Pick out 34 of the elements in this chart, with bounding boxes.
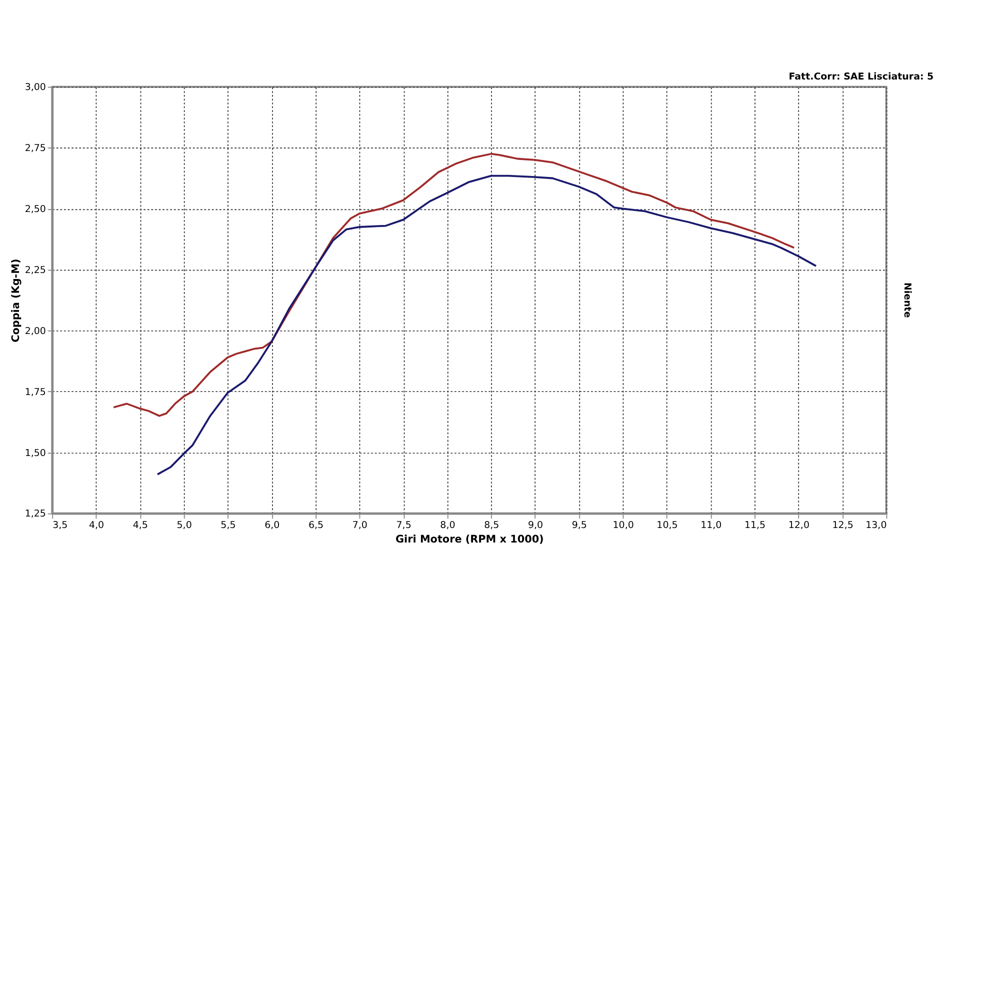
x-tick-label: 12,5 (832, 520, 854, 532)
text: Fatt.Corr: SAE Lisciatura: 5 (788, 71, 934, 82)
y-tick-label: 2,25 (24, 264, 46, 276)
y-tick-label: 2,00 (24, 326, 46, 337)
x-tick-label: 11,5 (744, 520, 766, 532)
x-tick-label: 10,0 (612, 520, 634, 532)
x-tick-label: 5,0 (176, 520, 192, 532)
y-tick-label: 1,75 (24, 386, 46, 398)
x-tick-label: 5,5 (220, 520, 236, 532)
y-tick-label: 2,75 (24, 143, 46, 154)
x-tick-label: 4,5 (132, 520, 148, 532)
x-tick-label: 8,0 (440, 520, 456, 532)
x-tick-label: 4,0 (88, 520, 104, 532)
y-axis-title: Coppia (Kg-M) (10, 258, 22, 342)
x-tick-label: 13,0 (866, 520, 887, 532)
x-tick-label: 9,5 (572, 520, 587, 532)
x-tick-label: 6,0 (264, 520, 280, 532)
x-tick-label: 10,5 (656, 520, 678, 532)
x-tick-label: 6,5 (308, 520, 324, 532)
x-tick-label: 11,0 (700, 520, 722, 532)
y-tick-label: 1,50 (24, 448, 46, 459)
line-series (112, 152, 796, 417)
line-series (156, 174, 817, 476)
x-axis-title: Giri Motore (RPM x 1000) (396, 533, 544, 546)
x-tick-label: 12,0 (788, 520, 810, 532)
y-tick-label: 3,00 (24, 82, 46, 94)
x-tick-label: 9,0 (528, 520, 544, 532)
y-tick-label: 2,50 (24, 204, 46, 216)
x-tick-label: 8,5 (484, 520, 500, 532)
x-tick-label: 7,0 (352, 520, 368, 532)
x-tick-label: 3,5 (52, 520, 68, 532)
text: Niente (901, 282, 912, 318)
x-tick-label: 7,5 (396, 520, 412, 532)
y-tick-label: 1,25 (24, 508, 46, 520)
